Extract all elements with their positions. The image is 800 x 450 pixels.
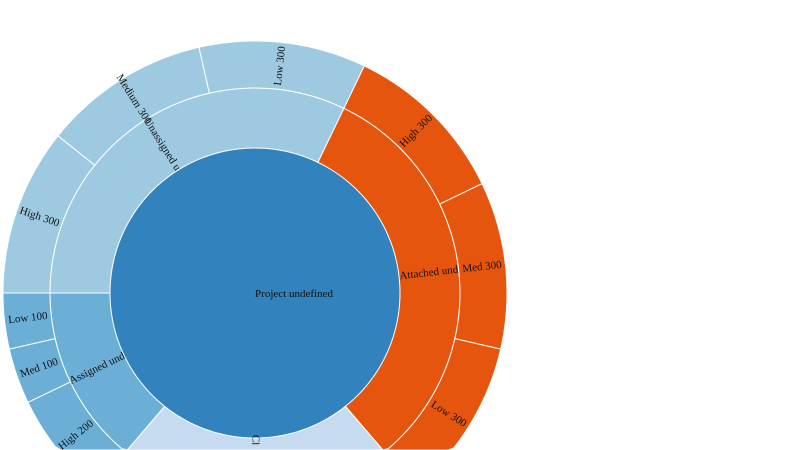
leaf-label: Low 100 <box>8 310 49 326</box>
root-label: Project undefined <box>255 288 333 300</box>
leaf-arc[interactable] <box>2 292 56 350</box>
leaf-label: Low 300 <box>272 45 288 86</box>
root-node[interactable] <box>110 148 400 438</box>
leaf-arc[interactable] <box>382 338 502 450</box>
group-label: Cl <box>249 435 261 445</box>
leaf-label: Med 300 <box>462 259 503 275</box>
